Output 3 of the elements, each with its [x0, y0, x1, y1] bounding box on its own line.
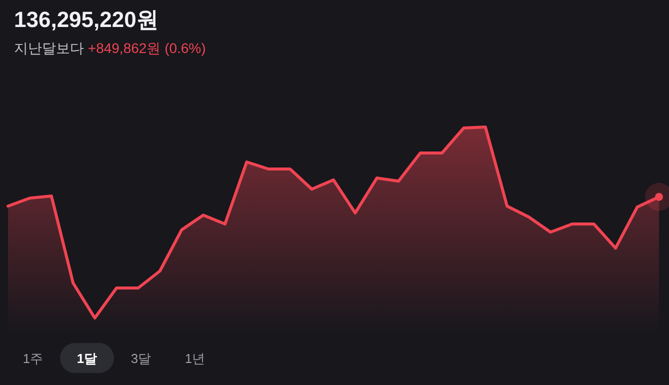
text: +849,862원 (0.6%) — [88, 40, 206, 56]
chart-title: 136,295,220원 — [14, 7, 158, 32]
chart-subtitle: 지난달보다 — [14, 40, 88, 56]
